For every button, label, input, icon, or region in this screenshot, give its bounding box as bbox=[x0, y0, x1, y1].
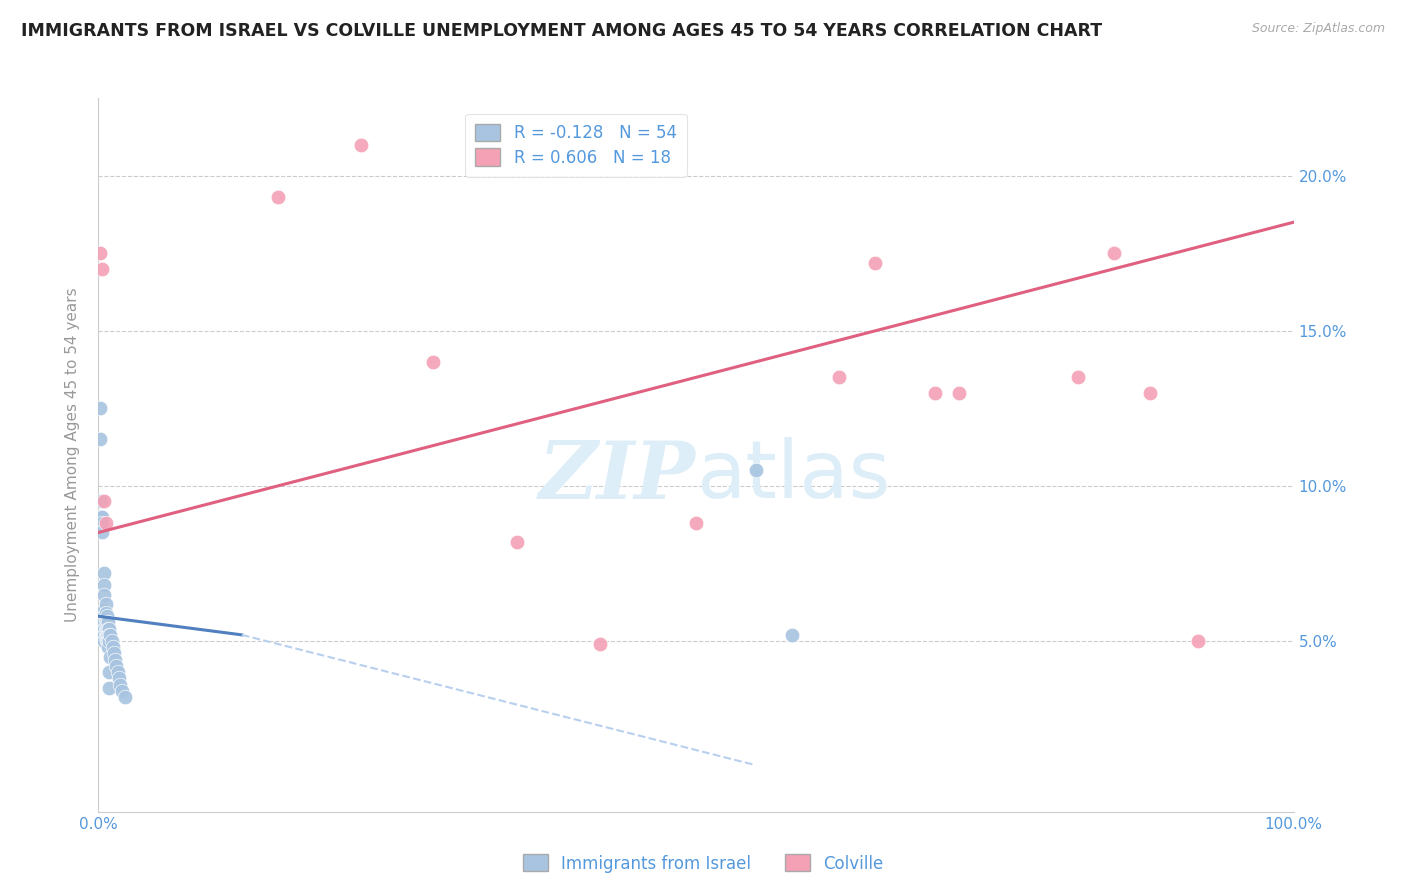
Point bbox=[97, 615, 120, 630]
Point bbox=[90, 510, 112, 524]
Point bbox=[107, 665, 129, 679]
Point bbox=[94, 618, 117, 632]
Point bbox=[91, 510, 114, 524]
Point bbox=[93, 634, 115, 648]
Point bbox=[105, 659, 128, 673]
Point bbox=[96, 628, 118, 642]
Point bbox=[91, 609, 114, 624]
Point bbox=[93, 615, 115, 630]
Point bbox=[1102, 246, 1125, 260]
Point bbox=[94, 631, 117, 645]
Point bbox=[948, 385, 970, 400]
Point bbox=[90, 494, 112, 508]
Point bbox=[96, 622, 118, 636]
Point bbox=[97, 634, 120, 648]
Point bbox=[1067, 370, 1090, 384]
Point bbox=[91, 525, 114, 540]
Point bbox=[1187, 634, 1209, 648]
Point bbox=[96, 634, 118, 648]
Point bbox=[114, 690, 136, 704]
Point bbox=[745, 463, 768, 477]
Point bbox=[267, 190, 290, 204]
Point bbox=[94, 597, 117, 611]
Point bbox=[780, 628, 803, 642]
Point bbox=[589, 637, 612, 651]
Point bbox=[96, 609, 118, 624]
Point bbox=[89, 246, 111, 260]
Point bbox=[91, 261, 114, 276]
Point bbox=[98, 665, 121, 679]
Point bbox=[97, 628, 120, 642]
Point bbox=[94, 516, 117, 531]
Point bbox=[98, 681, 121, 695]
Point bbox=[91, 516, 114, 531]
Point bbox=[98, 628, 121, 642]
Point bbox=[685, 516, 707, 531]
Point bbox=[97, 640, 120, 655]
Point bbox=[108, 677, 131, 691]
Point bbox=[111, 683, 134, 698]
Point bbox=[94, 612, 117, 626]
Point bbox=[93, 588, 115, 602]
Point bbox=[98, 628, 122, 642]
Point bbox=[97, 622, 120, 636]
Text: atlas: atlas bbox=[696, 437, 890, 516]
Point bbox=[98, 634, 121, 648]
Point bbox=[104, 653, 127, 667]
Text: Source: ZipAtlas.com: Source: ZipAtlas.com bbox=[1251, 22, 1385, 36]
Point bbox=[100, 634, 122, 648]
Point bbox=[91, 603, 114, 617]
Point bbox=[924, 385, 946, 400]
Point bbox=[94, 606, 117, 620]
Y-axis label: Unemployment Among Ages 45 to 54 years: Unemployment Among Ages 45 to 54 years bbox=[65, 287, 80, 623]
Point bbox=[506, 534, 529, 549]
Point bbox=[101, 640, 124, 655]
Point bbox=[93, 494, 115, 508]
Point bbox=[98, 649, 122, 664]
Point bbox=[96, 615, 118, 630]
Legend: R = -0.128   N = 54, R = 0.606   N = 18: R = -0.128 N = 54, R = 0.606 N = 18 bbox=[465, 113, 686, 177]
Point bbox=[89, 401, 111, 416]
Legend: Immigrants from Israel, Colville: Immigrants from Israel, Colville bbox=[516, 847, 890, 880]
Point bbox=[863, 255, 887, 269]
Point bbox=[93, 622, 115, 636]
Point bbox=[422, 355, 444, 369]
Point bbox=[93, 566, 115, 580]
Point bbox=[91, 618, 114, 632]
Point bbox=[350, 137, 373, 152]
Point bbox=[93, 628, 115, 642]
Text: ZIP: ZIP bbox=[538, 438, 696, 515]
Point bbox=[93, 578, 115, 592]
Point bbox=[828, 370, 851, 384]
Point bbox=[89, 433, 111, 447]
Point bbox=[107, 671, 129, 685]
Point bbox=[93, 603, 115, 617]
Point bbox=[98, 622, 121, 636]
Point bbox=[93, 609, 115, 624]
Point bbox=[94, 624, 117, 639]
Text: IMMIGRANTS FROM ISRAEL VS COLVILLE UNEMPLOYMENT AMONG AGES 45 TO 54 YEARS CORREL: IMMIGRANTS FROM ISRAEL VS COLVILLE UNEMP… bbox=[21, 22, 1102, 40]
Point bbox=[103, 647, 125, 661]
Point bbox=[1139, 385, 1161, 400]
